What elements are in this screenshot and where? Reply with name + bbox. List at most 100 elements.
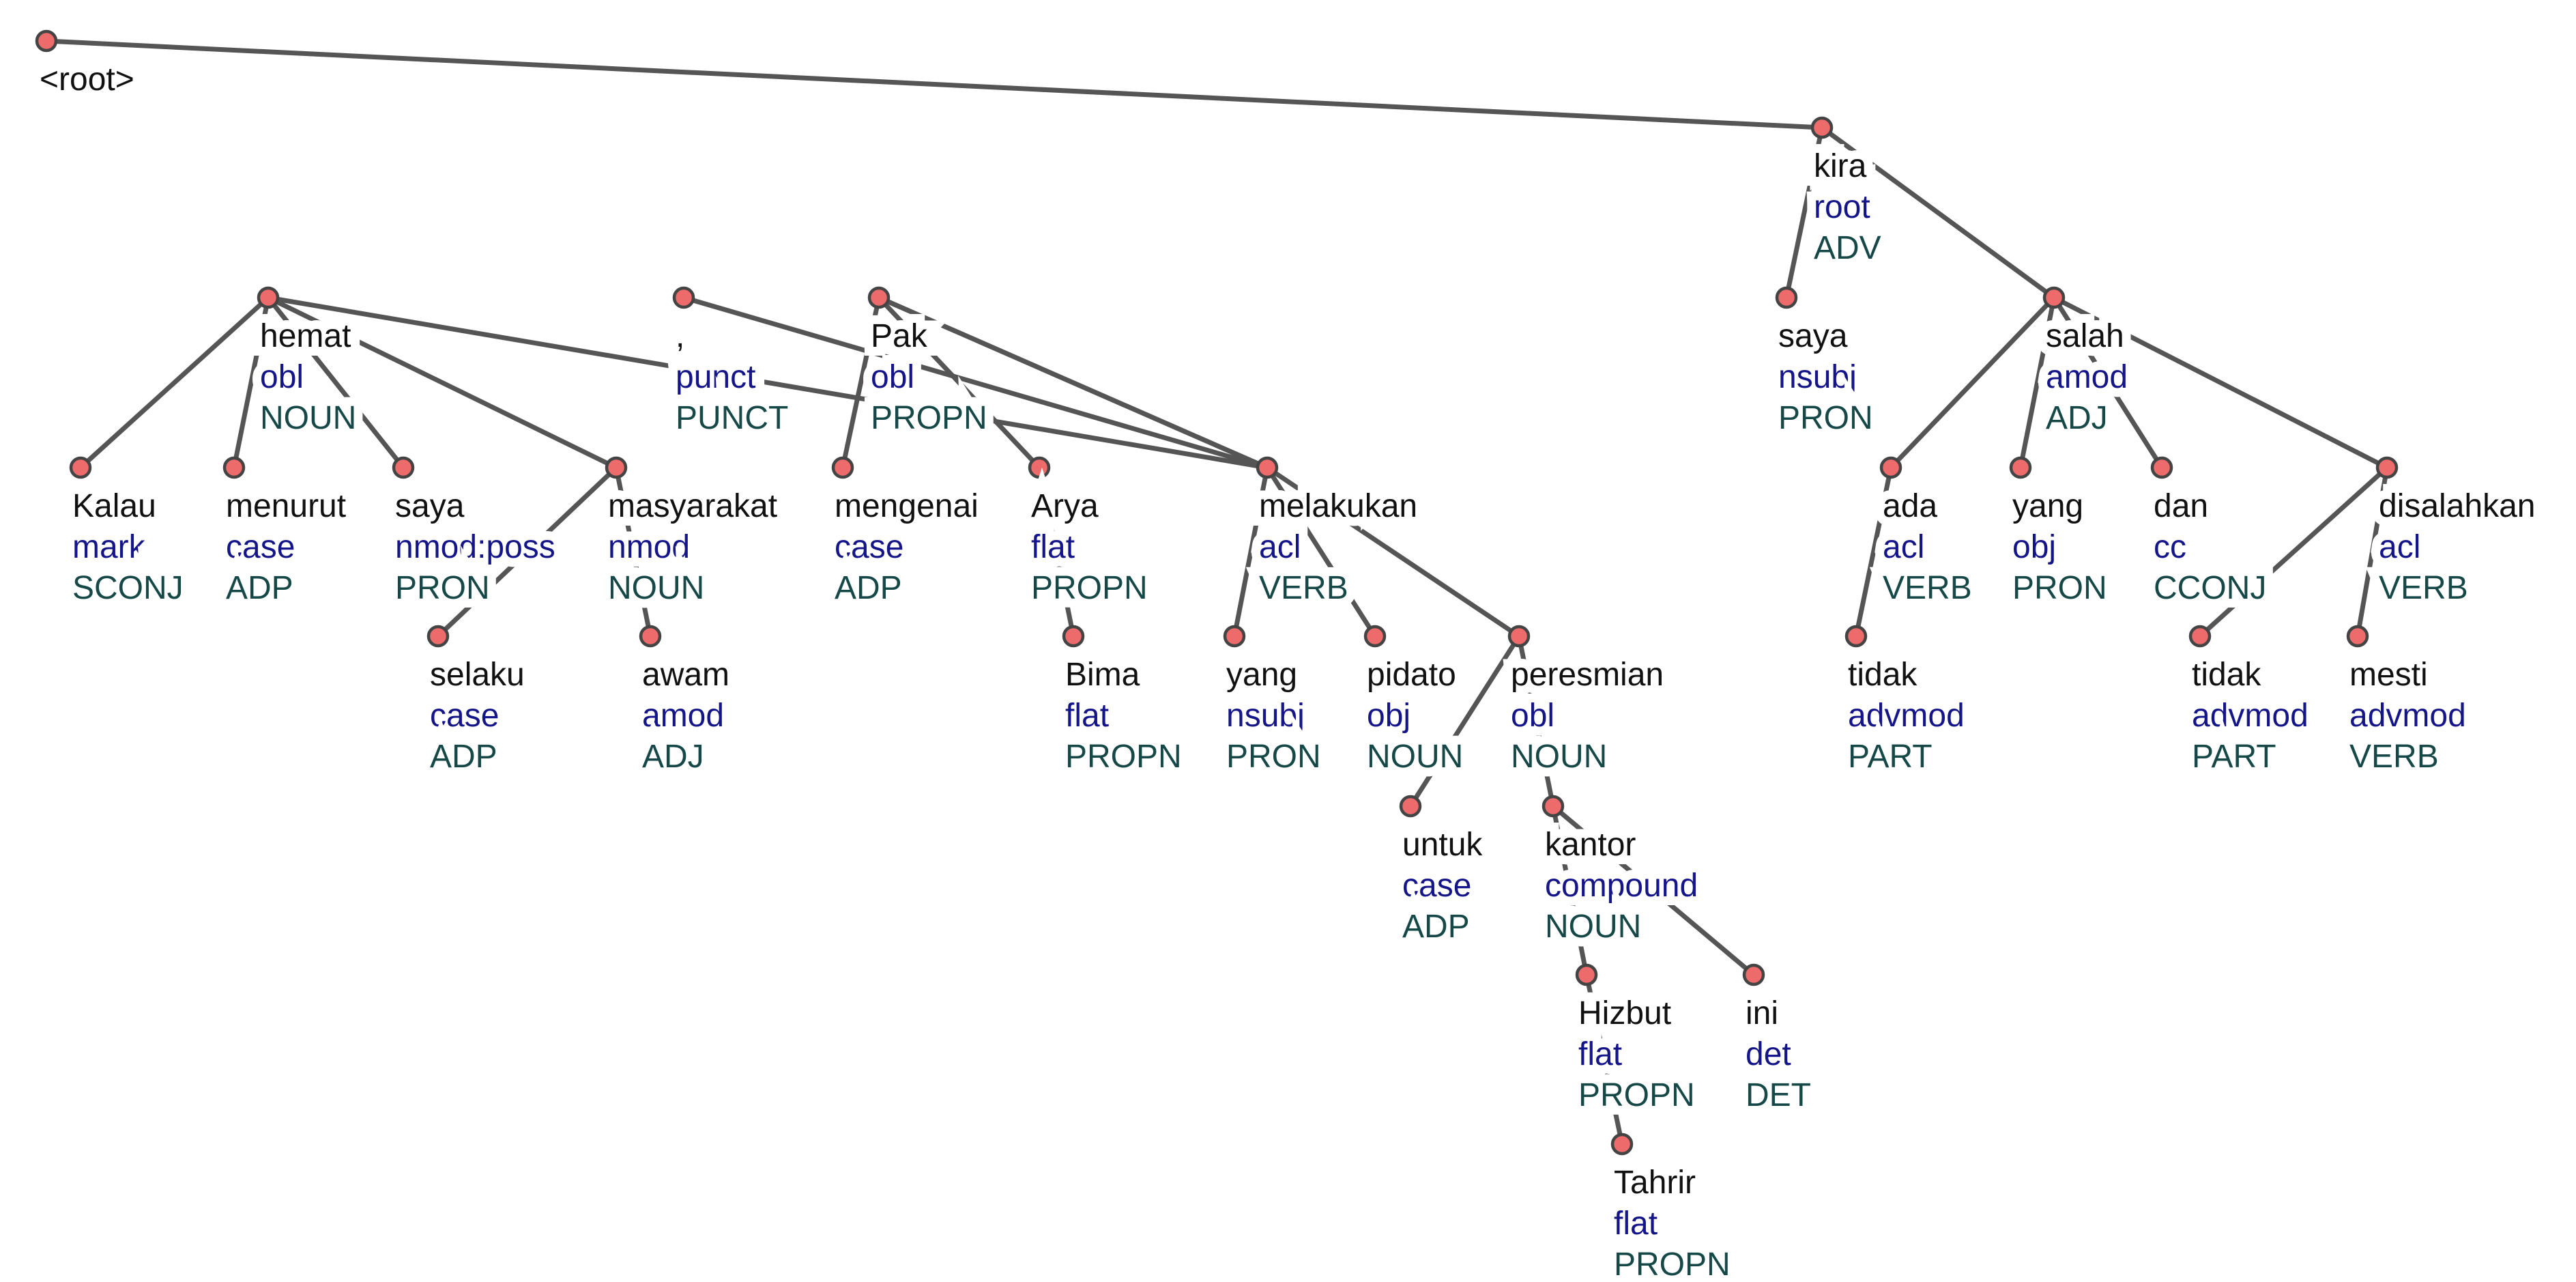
token-2-form: hemat <box>260 318 351 354</box>
token-20-deprel: flat <box>1614 1206 1658 1242</box>
token-14-deprel: nsubj <box>1226 698 1305 734</box>
root-label: <root> <box>40 61 134 98</box>
token-2-deprel: obl <box>260 359 304 395</box>
token-15-upos: NOUN <box>1367 739 1463 775</box>
edge-6-5 <box>435 465 619 639</box>
token-26-deprel: amod <box>2046 359 2128 395</box>
token-7-upos-halo: ADJ <box>642 739 704 775</box>
token-23-deprel: root <box>1814 189 1870 225</box>
node-19 <box>1575 963 1598 986</box>
token-21-deprel-halo: det <box>1746 1036 1791 1072</box>
token-5-form-halo: selaku <box>430 657 525 693</box>
token-23-deprel-halo: root <box>1814 189 1870 225</box>
token-4-form: saya <box>395 488 465 524</box>
token-26-deprel-halo: amod <box>2046 359 2128 395</box>
token-22-form: saya <box>1778 318 1848 354</box>
token-8-form: , <box>676 318 684 354</box>
token-25-upos-halo: PART <box>1848 739 1933 775</box>
token-31-deprel-halo: advmod <box>2349 698 2466 734</box>
token-10-deprel-halo: case <box>835 529 903 565</box>
labels-layer: <root><root>KalauKalaumarkmarkSCONJSCONJ… <box>31 53 2545 1282</box>
token-12-upos: PROPN <box>1065 739 1182 775</box>
token-16-deprel: case <box>1402 868 1471 904</box>
token-14-form: yang <box>1226 657 1297 693</box>
token-27-deprel-halo: obj <box>2012 529 2056 565</box>
node-17 <box>1507 625 1531 648</box>
token-9-deprel-halo: obl <box>871 359 914 395</box>
token-10-deprel: case <box>835 529 903 565</box>
token-3-deprel-halo: case <box>226 529 295 565</box>
token-14-form-halo: yang <box>1226 657 1297 693</box>
token-5-deprel: case <box>430 698 499 734</box>
token-31-upos: VERB <box>2349 739 2439 775</box>
token-13-deprel-halo: acl <box>1259 529 1301 565</box>
token-13-form: melakukan <box>1259 488 1417 524</box>
token-3-upos: ADP <box>226 570 293 606</box>
token-25-deprel: advmod <box>1848 698 1965 734</box>
token-25-form: tidak <box>1848 657 1917 693</box>
token-1-form: Kalau <box>72 488 156 524</box>
node-13 <box>1256 456 1279 479</box>
token-6-upos: NOUN <box>608 570 704 606</box>
token-23-form-halo: kira <box>1814 148 1867 184</box>
token-4-deprel: nmod:poss <box>395 529 555 565</box>
token-8-deprel: punct <box>676 359 755 395</box>
edge-23-26 <box>1819 125 2057 300</box>
token-14-upos: PRON <box>1226 739 1321 775</box>
edge-6-7 <box>613 465 653 639</box>
token-10-form-halo: mengenai <box>835 488 979 524</box>
edge-30-31 <box>2355 465 2390 639</box>
token-21-upos-halo: DET <box>1746 1077 1811 1113</box>
token-10-upos-halo: ADP <box>835 570 902 606</box>
token-7-deprel: amod <box>642 698 724 734</box>
node-7 <box>639 625 662 648</box>
token-11-upos: PROPN <box>1031 570 1148 606</box>
node-16 <box>1399 795 1422 818</box>
node-14 <box>1223 625 1246 648</box>
token-3-deprel: case <box>226 529 295 565</box>
token-31-upos-halo: VERB <box>2349 739 2439 775</box>
token-17-deprel-halo: obl <box>1511 698 1554 734</box>
token-25-form-halo: tidak <box>1848 657 1917 693</box>
token-11-form-halo: Arya <box>1031 488 1099 524</box>
edge-26-30 <box>2051 295 2390 470</box>
node-root <box>35 29 58 53</box>
token-11-form: Arya <box>1031 488 1099 524</box>
token-29-upos: PART <box>2192 739 2276 775</box>
token-18-form-halo: kantor <box>1545 827 1636 863</box>
token-26-upos-halo: ADJ <box>2046 400 2108 436</box>
token-27-form: yang <box>2012 488 2083 524</box>
token-12-form-halo: Bima <box>1065 657 1140 693</box>
token-12-upos-halo: PROPN <box>1065 739 1182 775</box>
token-6-deprel-halo: nmod <box>608 529 690 565</box>
node-10 <box>831 456 854 479</box>
edge-11-12 <box>1037 465 1076 639</box>
token-1-upos-halo: SCONJ <box>72 570 184 606</box>
token-7-deprel-halo: amod <box>642 698 724 734</box>
token-1-deprel-halo: mark <box>72 529 146 565</box>
token-4-upos-halo: PRON <box>395 570 490 606</box>
token-7-form-halo: awam <box>642 657 729 693</box>
token-27-deprel: obj <box>2012 529 2056 565</box>
token-1-upos: SCONJ <box>72 570 184 606</box>
node-9 <box>867 286 891 309</box>
node-15 <box>1363 625 1387 648</box>
edge-2-3 <box>231 295 271 470</box>
token-30-upos-halo: VERB <box>2379 570 2468 606</box>
edge-9-11 <box>876 295 1042 470</box>
node-28 <box>2150 456 2173 479</box>
token-17-form: peresmian <box>1511 657 1664 693</box>
node-24 <box>1879 456 1902 479</box>
node-8 <box>672 286 695 309</box>
token-24-deprel-halo: acl <box>1883 529 1924 565</box>
token-16-upos-halo: ADP <box>1402 909 1470 945</box>
node-27 <box>2009 456 2032 479</box>
edge-2-6 <box>265 295 619 470</box>
node-18 <box>1542 795 1565 818</box>
token-24-form-halo: ada <box>1883 488 1937 524</box>
token-16-form: untuk <box>1402 827 1483 863</box>
token-9-upos-halo: PROPN <box>871 400 987 436</box>
token-15-deprel: obj <box>1367 698 1410 734</box>
edge-30-29 <box>2197 465 2390 639</box>
token-14-upos-halo: PRON <box>1226 739 1321 775</box>
